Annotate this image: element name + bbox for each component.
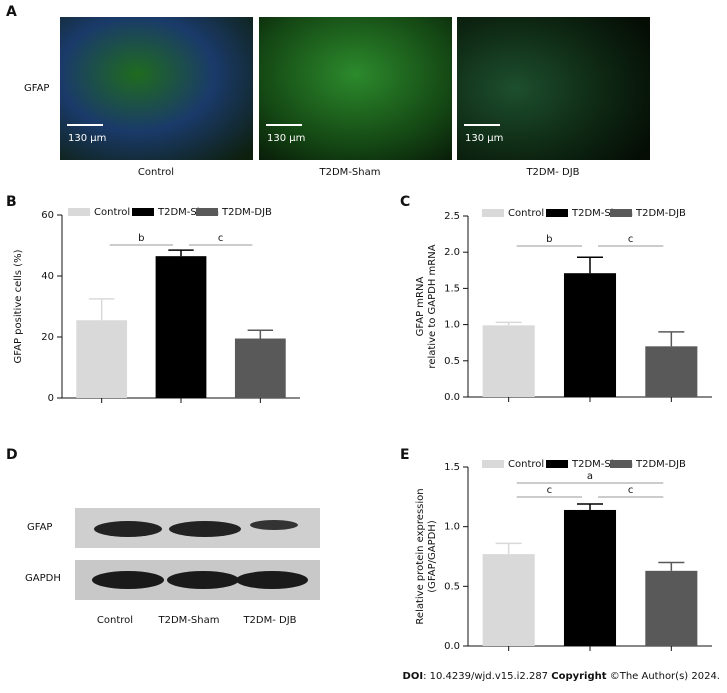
copyright: ©The Author(s) 2024.: [607, 671, 720, 682]
panel-letter: B: [6, 194, 17, 210]
lane-label: Control: [97, 615, 133, 626]
bar: [234, 338, 286, 398]
bar: [482, 325, 535, 397]
legend-label: T2DM-Sham: [157, 207, 219, 218]
legend-swatch: [482, 209, 504, 217]
legend-swatch: [132, 208, 154, 216]
significance-label: b: [138, 233, 144, 244]
bar: [155, 256, 207, 398]
band: [94, 521, 162, 537]
row-label: GFAP: [27, 522, 52, 533]
legend-swatch: [610, 460, 632, 468]
y-tick-label: 40: [41, 271, 54, 282]
panel-letter: D: [6, 447, 18, 463]
y-tick-label: 2.5: [444, 211, 460, 222]
y-tick-label: 0.0: [444, 392, 460, 403]
panel-letter: E: [400, 447, 410, 463]
band: [236, 571, 308, 589]
y-tick-label: 1.5: [444, 462, 460, 473]
y-tick-label: 0.0: [444, 641, 460, 652]
legend-label: T2DM-DJB: [221, 207, 272, 218]
significance-label: b: [546, 234, 552, 245]
band: [250, 520, 298, 530]
y-axis-label: GFAP positive cells (%): [13, 249, 24, 363]
significance-label: c: [628, 485, 634, 496]
caption: Control: [138, 167, 174, 178]
y-tick-label: 2.0: [444, 247, 460, 258]
y-axis-label: (GFAP/GAPDH): [427, 520, 438, 593]
lane-label: T2DM-Sham: [158, 615, 220, 626]
significance-label: c: [218, 233, 224, 244]
legend-label: T2DM-DJB: [635, 208, 686, 219]
bar: [563, 273, 617, 397]
y-axis-label: Relative protein expression: [415, 488, 426, 624]
bar: [76, 320, 128, 398]
lane-label: T2DM- DJB: [242, 615, 296, 626]
scale-text: 130 μm: [68, 133, 106, 144]
row-label: GFAP: [24, 83, 49, 94]
legend-label: Control: [508, 208, 544, 219]
footer: DOI: 10.4239/wjd.v15.i2.287 Copyright ©T…: [403, 671, 720, 682]
doi: : 10.4239/wjd.v15.i2.287: [423, 671, 551, 682]
legend-label: T2DM-Sham: [571, 208, 633, 219]
bar: [645, 570, 698, 646]
legend-label: Control: [94, 207, 130, 218]
bar: [563, 509, 617, 646]
y-axis-label: relative to GAPDH mRNA: [427, 244, 438, 368]
legend-label: T2DM-DJB: [635, 459, 686, 470]
legend-swatch: [610, 209, 632, 217]
caption: T2DM-Sham: [319, 167, 381, 178]
caption: T2DM- DJB: [525, 167, 579, 178]
y-tick-label: 0: [48, 393, 54, 404]
y-tick-label: 60: [41, 210, 54, 221]
significance-label: a: [587, 471, 593, 482]
scale-text: 130 μm: [465, 133, 503, 144]
row-label: GAPDH: [25, 573, 61, 584]
y-tick-label: 1.5: [444, 283, 460, 294]
band: [167, 571, 239, 589]
legend-swatch: [546, 209, 568, 217]
panel-letter: A: [6, 4, 17, 20]
band: [169, 521, 241, 537]
significance-label: c: [547, 485, 553, 496]
legend-swatch: [68, 208, 90, 216]
bar: [482, 554, 535, 646]
y-tick-label: 1.0: [444, 522, 460, 533]
significance-label: c: [628, 234, 634, 245]
scale-text: 130 μm: [267, 133, 305, 144]
legend-label: T2DM-Sham: [571, 459, 633, 470]
legend-swatch: [546, 460, 568, 468]
y-axis-label: GFAP mRNA: [415, 277, 426, 337]
legend-swatch: [482, 460, 504, 468]
bar: [645, 346, 698, 397]
micrograph: [259, 17, 452, 160]
y-tick-label: 0.5: [444, 581, 460, 592]
y-tick-label: 0.5: [444, 356, 460, 367]
doi-label: DOI: [403, 671, 424, 682]
y-tick-label: 20: [41, 332, 54, 343]
micrograph: [60, 17, 253, 160]
copyright-label: Copyright: [551, 671, 607, 682]
panel-letter: C: [400, 194, 410, 210]
legend-swatch: [196, 208, 218, 216]
micrograph: [457, 17, 650, 160]
legend-label: Control: [508, 459, 544, 470]
band: [92, 571, 164, 589]
y-tick-label: 1.0: [444, 320, 460, 331]
